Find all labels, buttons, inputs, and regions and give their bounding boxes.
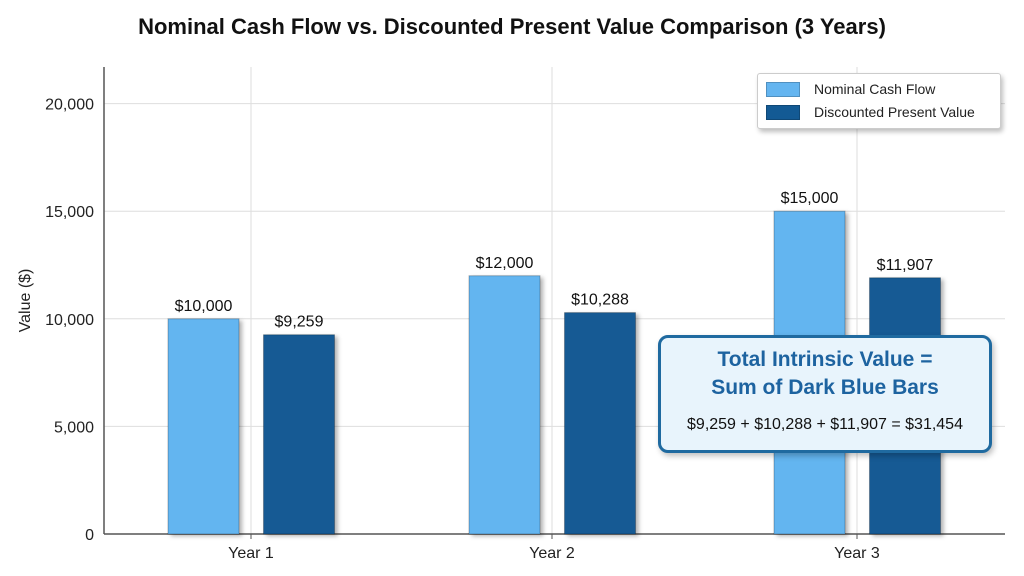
legend-label-discounted: Discounted Present Value <box>814 104 975 120</box>
bar-discounted-1 <box>263 334 335 535</box>
y-tick-label: 15,000 <box>45 204 94 221</box>
legend-label-nominal: Nominal Cash Flow <box>814 81 936 97</box>
bar-value-label: $10,000 <box>175 298 233 315</box>
bar-value-label: $15,000 <box>781 190 839 207</box>
bar-nominal-2 <box>468 275 541 535</box>
y-tick-label: 5,000 <box>54 419 94 436</box>
x-tick-label: Year 2 <box>529 545 575 562</box>
y-tick-label: 0 <box>85 527 94 544</box>
annotation-formula: $9,259 + $10,288 + $11,907 = $31,454 <box>687 416 963 433</box>
annotation-heading-1: Total Intrinsic Value = <box>717 348 933 371</box>
bar-value-label: $10,288 <box>571 292 629 309</box>
bar-value-label: $12,000 <box>476 255 534 272</box>
annotation-box: Total Intrinsic Value = Sum of Dark Blue… <box>658 335 992 453</box>
annotation-heading-2: Sum of Dark Blue Bars <box>711 376 939 399</box>
bar-value-label: $11,907 <box>877 257 934 274</box>
bar-value-label: $9,259 <box>275 314 324 331</box>
x-tick-label: Year 3 <box>834 545 880 562</box>
x-tick-label: Year 1 <box>228 545 274 562</box>
legend-item-nominal: Nominal Cash Flow <box>766 81 935 97</box>
y-tick-label: 10,000 <box>45 312 94 329</box>
chart-title: Nominal Cash Flow vs. Discounted Present… <box>138 14 886 39</box>
bar-nominal-1 <box>167 318 240 535</box>
legend-swatch-discounted <box>766 104 800 120</box>
legend-item-discounted: Discounted Present Value <box>766 104 975 120</box>
legend-swatch-nominal <box>766 81 800 97</box>
bar-discounted-2 <box>564 312 636 535</box>
y-tick-label: 20,000 <box>45 97 94 114</box>
y-axis-label: Value ($) <box>17 269 34 333</box>
legend: Nominal Cash Flow Discounted Present Val… <box>757 73 1001 129</box>
